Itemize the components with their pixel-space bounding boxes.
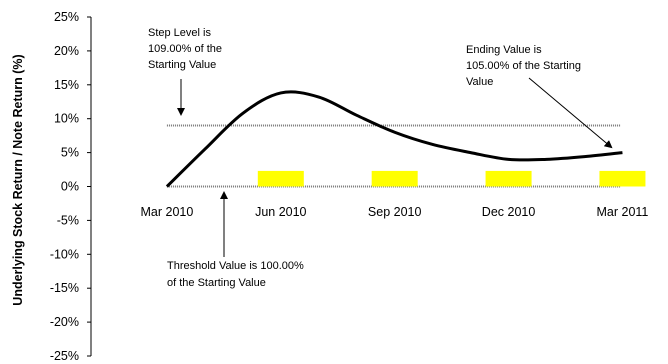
annotation-step-level: Step Level is 109.00% of the Starting Va… xyxy=(148,27,225,71)
annotation-threshold-value-line-2: of the Starting Value xyxy=(167,277,266,289)
annotation-ending-value-line-3: Value xyxy=(466,76,493,88)
y-ticks: 25% 20% 15% 10% 5% 0% -5% -10% -15% -20% -25% xyxy=(50,10,91,363)
y-tick-label: -10% xyxy=(50,247,79,261)
annotation-threshold-value: Threshold Value is 100.00% of the Starti… xyxy=(167,260,307,289)
y-tick-label: -20% xyxy=(50,315,79,329)
annotation-ending-value-line-1: Ending Value is xyxy=(466,44,542,56)
reference-lines xyxy=(166,124,621,188)
y-tick-label: 25% xyxy=(54,10,79,24)
x-tick-label: Jun 2010 xyxy=(255,205,306,219)
series-group xyxy=(165,90,623,188)
annotation-step-level-line-3: Starting Value xyxy=(148,59,216,71)
coupon-bar xyxy=(371,170,418,187)
y-tick-label: -15% xyxy=(50,281,79,295)
x-tick-label: Sep 2010 xyxy=(368,205,422,219)
annotation-threshold-value-line-1: Threshold Value is 100.00% xyxy=(167,260,304,272)
coupon-bar xyxy=(257,170,304,187)
y-tick-label: -5% xyxy=(57,213,79,227)
y-tick-label: 15% xyxy=(54,78,79,92)
annotation-step-level-line-2: 109.00% of the xyxy=(148,43,222,55)
x-tick-label: Mar 2010 xyxy=(141,205,194,219)
y-tick-label: 5% xyxy=(61,146,79,160)
annotation-ending-value: Ending Value is 105.00% of the Starting … xyxy=(466,44,584,88)
annotation-ending-value-arrow xyxy=(528,77,613,149)
annotation-ending-value-line-2: 105.00% of the Starting xyxy=(466,60,581,72)
y-tick-label: 20% xyxy=(54,44,79,58)
coupon-bars xyxy=(257,170,646,187)
y-tick-label: 0% xyxy=(61,180,79,194)
y-tick-label: 10% xyxy=(54,112,79,126)
y-tick-label: -25% xyxy=(50,349,79,363)
annotation-step-level-line-1: Step Level is xyxy=(148,27,211,39)
stock-return-line xyxy=(165,90,623,188)
y-axis-label: Underlying Stock Return / Note Return (%… xyxy=(11,54,25,305)
x-tick-label: Dec 2010 xyxy=(482,205,536,219)
coupon-bar xyxy=(599,170,646,187)
coupon-bar xyxy=(485,170,532,187)
x-tick-label: Mar 2011 xyxy=(597,205,649,219)
x-ticks: Mar 2010 Jun 2010 Sep 2010 Dec 2010 Mar 2011 xyxy=(141,205,649,219)
